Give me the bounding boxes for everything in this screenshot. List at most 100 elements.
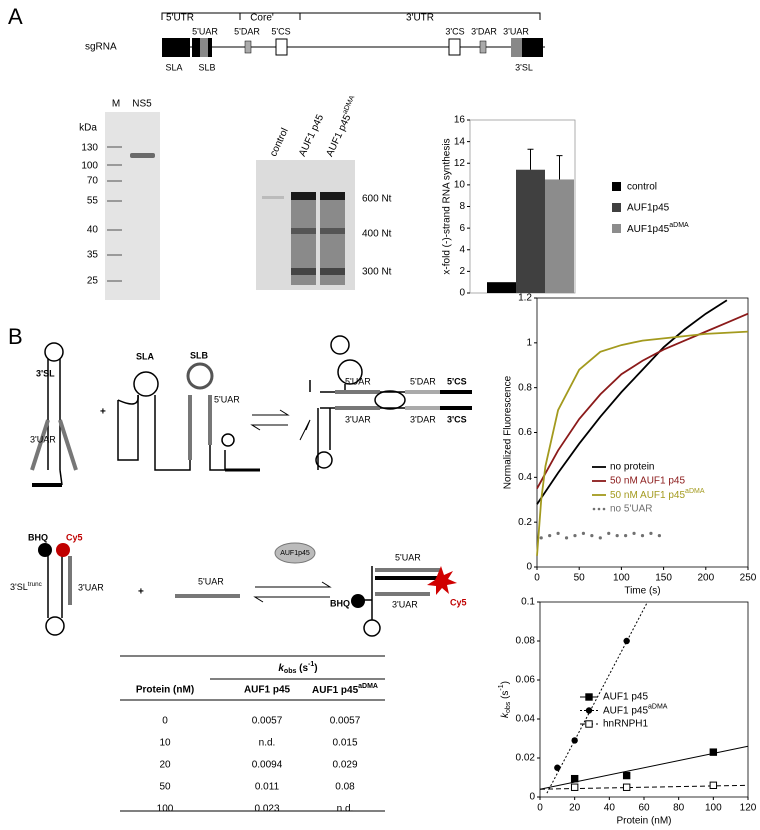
text-part: aDMA: [648, 704, 668, 711]
text-part: ): [500, 681, 511, 684]
stem: [47, 554, 63, 618]
stem-label: 3'SL: [515, 62, 533, 72]
scheme-label: SLB: [190, 350, 209, 360]
data-point: [598, 536, 602, 540]
legend-marker: [602, 507, 606, 511]
x-tick-label: 250: [740, 573, 757, 584]
scheme-label: 5'DAR: [410, 376, 436, 386]
band: [262, 196, 284, 199]
element-label: 3'CS: [445, 26, 464, 36]
data-point: [539, 536, 543, 540]
data-point: [623, 637, 630, 645]
element-label: 5'UAR: [192, 26, 218, 36]
y-tick-label: 0: [529, 792, 535, 803]
text-part: k: [278, 663, 284, 674]
y-tick-label: 0: [459, 288, 465, 299]
data-point: [624, 534, 628, 538]
text-part: AUF1p45: [627, 224, 670, 235]
marker-label: 55: [87, 196, 99, 207]
loop: [44, 342, 64, 362]
arrow: [299, 419, 311, 441]
plot-frame: [536, 297, 749, 568]
bhq-dot: [38, 543, 52, 557]
element-label: 5'DAR: [234, 26, 260, 36]
data-point: [607, 531, 611, 535]
legend-label: control: [627, 182, 657, 193]
uar5-box: [200, 38, 208, 57]
table-cell: 10: [159, 738, 171, 749]
cy5-star: [427, 566, 457, 595]
band: [107, 254, 122, 256]
sla-box: [162, 38, 190, 57]
scheme-label: 3'UAR: [392, 599, 418, 609]
lane-label: NS5: [132, 99, 152, 110]
y-tick-label: 2: [459, 266, 465, 277]
table-cell: 0.015: [332, 738, 357, 749]
text-part: obs: [505, 701, 512, 713]
legend-swatch: [612, 203, 621, 212]
uar3-box: [511, 38, 522, 57]
data-point: [570, 774, 579, 783]
lane-label: control: [268, 127, 291, 159]
legend-label: no 5'UAR: [610, 504, 653, 515]
table-cell: 100: [157, 804, 174, 815]
band: [320, 228, 345, 234]
dar3-box: [479, 40, 487, 54]
stem: [47, 359, 61, 470]
element-label: 5'CS: [271, 26, 290, 36]
legend-marker: [585, 707, 593, 714]
uar-duplex: [375, 568, 440, 596]
y-tick-label: 10: [454, 180, 466, 191]
lane-label: AUF1 p45aDMA: [323, 94, 362, 158]
lane-label: AUF1 p45: [297, 113, 326, 159]
text-part: AUF1 p45: [312, 685, 359, 696]
cs5-box: [275, 38, 288, 56]
table-column-header: AUF1 p45: [244, 685, 291, 696]
text-part: AUF1 p45: [603, 705, 648, 716]
size-label: 600 Nt: [362, 194, 392, 205]
scheme-assay: [45, 554, 440, 637]
data-point: [564, 536, 569, 540]
text-part: (s: [500, 691, 511, 702]
band: [320, 268, 345, 275]
legend-label: no protein: [610, 462, 654, 473]
scheme-label: AUF1p45: [280, 550, 310, 557]
plus: +: [138, 587, 144, 598]
y-axis-label: kobs (s-1): [498, 681, 512, 718]
marker-label: 25: [87, 276, 99, 287]
x-tick-label: 0: [537, 803, 543, 814]
x-tick-label: 100: [705, 803, 722, 814]
text-part: aDMA: [669, 222, 689, 229]
data-point: [556, 531, 560, 535]
band: [291, 228, 316, 234]
x-tick-label: 50: [574, 573, 586, 584]
x-tick-label: 150: [655, 573, 672, 584]
text-part: -1: [498, 684, 505, 690]
dar-duplex: [405, 390, 440, 410]
data-point: [632, 531, 636, 535]
cs-duplex: [440, 390, 472, 410]
series-line: [536, 312, 749, 489]
series-line: [536, 330, 749, 556]
sla-base: [117, 394, 139, 405]
text-part: AUF1 p45: [324, 113, 353, 159]
element-label: 3'DAR: [471, 26, 497, 36]
table-cell: 20: [159, 760, 171, 771]
marker-label: 40: [87, 225, 99, 236]
table-cell: n.d.: [337, 804, 354, 815]
bhq-dot: [351, 594, 365, 608]
y-tick-label: 0.02: [516, 753, 536, 764]
x-tick-label: 120: [740, 803, 757, 814]
loop: [221, 433, 235, 447]
y-tick-label: 8: [459, 201, 465, 212]
y-axis-label: x-fold (-)-strand RNA synthesis: [442, 138, 453, 274]
legend-label: 50 nM AUF1 p45aDMA: [610, 488, 705, 500]
text-part: 50 nM AUF1 p45: [610, 490, 685, 501]
x-tick-label: 60: [638, 803, 650, 814]
data-point: [548, 534, 552, 538]
scheme-label: 5'UAR: [345, 376, 371, 386]
uar-duplex: [335, 390, 380, 410]
cy5-dot: [56, 543, 70, 557]
legend-label: hnRNPH1: [603, 719, 648, 730]
y-tick-label: 12: [454, 158, 466, 169]
